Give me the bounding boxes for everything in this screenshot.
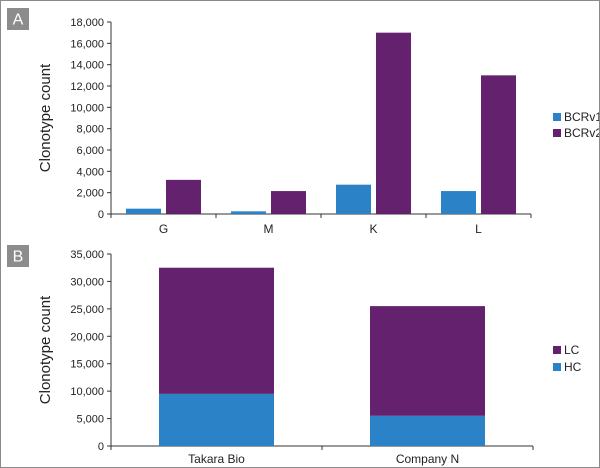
panel-b-legend-swatch-lc xyxy=(553,346,561,354)
panel-a-bar-bcrv1-l xyxy=(441,191,476,214)
panel-a-y-tick-label: 12,000 xyxy=(70,81,104,93)
panel-b-bar-lc-takara-bio xyxy=(159,267,274,394)
panel-a-y-tick-label: 8,000 xyxy=(76,124,104,136)
panel-b-y-tick-label: 5,000 xyxy=(76,414,104,426)
panel-a-x-tick-label: K xyxy=(369,222,377,236)
panel-b-y-tick-label: 15,000 xyxy=(70,359,104,371)
panel-a-x-tick-label: G xyxy=(159,222,168,236)
panel-a-bar-bcrv2-k xyxy=(376,32,411,215)
panel-b-y-tick-label: 35,000 xyxy=(70,249,104,261)
panel-b-x-tick-label: Takara Bio xyxy=(188,452,245,466)
panel-a-y-axis-label: Clonotype count xyxy=(37,63,54,172)
panel-b-legend-label-lc: LC xyxy=(564,343,580,357)
panel-a-y-tick-label: 14,000 xyxy=(70,60,104,72)
panel-b-bar-hc-takara-bio xyxy=(159,393,274,446)
panel-a-bar-bcrv1-m xyxy=(231,211,266,214)
panel-b-y-tick-label: 25,000 xyxy=(70,304,104,316)
panel-a-legend-swatch-bcrv1 xyxy=(553,113,561,121)
panel-a-bar-bcrv2-g xyxy=(166,179,201,214)
panel-b-x-tick-label: Company N xyxy=(396,452,459,466)
panel-b-legend-swatch-hc xyxy=(553,363,561,371)
panel-a-letter: A xyxy=(13,12,24,29)
panel-a-bar-bcrv2-l xyxy=(481,75,516,214)
panel-a-y-tick-label: 10,000 xyxy=(70,102,104,114)
panel-b-y-axis-label: Clonotype count xyxy=(37,295,54,404)
panel-a-legend-label-bcrv1: BCRv1 xyxy=(564,110,599,124)
panel-b-y-tick-label: 30,000 xyxy=(70,276,104,288)
panel-b-bar-lc-company-n xyxy=(370,306,485,416)
panel-a-bar-bcrv1-k xyxy=(336,184,371,214)
panel-a-y-tick-label: 6,000 xyxy=(76,145,104,157)
panel-a-y-tick-label: 16,000 xyxy=(70,38,104,50)
panel-b-badge xyxy=(7,245,29,267)
panel-a-y-tick-label: 2,000 xyxy=(76,188,104,200)
panel-b-bar-hc-company-n xyxy=(370,415,485,446)
panel-a-x-tick-label: M xyxy=(264,222,274,236)
panel-a-x-tick-label: L xyxy=(475,222,482,236)
panel-a-bar-bcrv2-m xyxy=(271,191,306,214)
panel-a-legend-swatch-bcrv2 xyxy=(553,129,561,137)
panel-b-legend-label-hc: HC xyxy=(564,360,582,374)
panel-b-y-tick-label: 10,000 xyxy=(70,386,104,398)
panel-b-y-tick-label: 0 xyxy=(98,441,104,453)
panel-a-y-tick-label: 0 xyxy=(98,209,104,221)
panel-a-bar-bcrv1-g xyxy=(126,208,161,214)
panel-b-letter: B xyxy=(13,249,24,266)
panel-a-y-tick-label: 18,000 xyxy=(70,17,104,29)
panel-a-legend-label-bcrv2: BCRv2 xyxy=(564,126,599,140)
panel-b-y-tick-label: 20,000 xyxy=(70,331,104,343)
panel-a-y-tick-label: 4,000 xyxy=(76,166,104,178)
panel-a-badge xyxy=(7,8,29,30)
